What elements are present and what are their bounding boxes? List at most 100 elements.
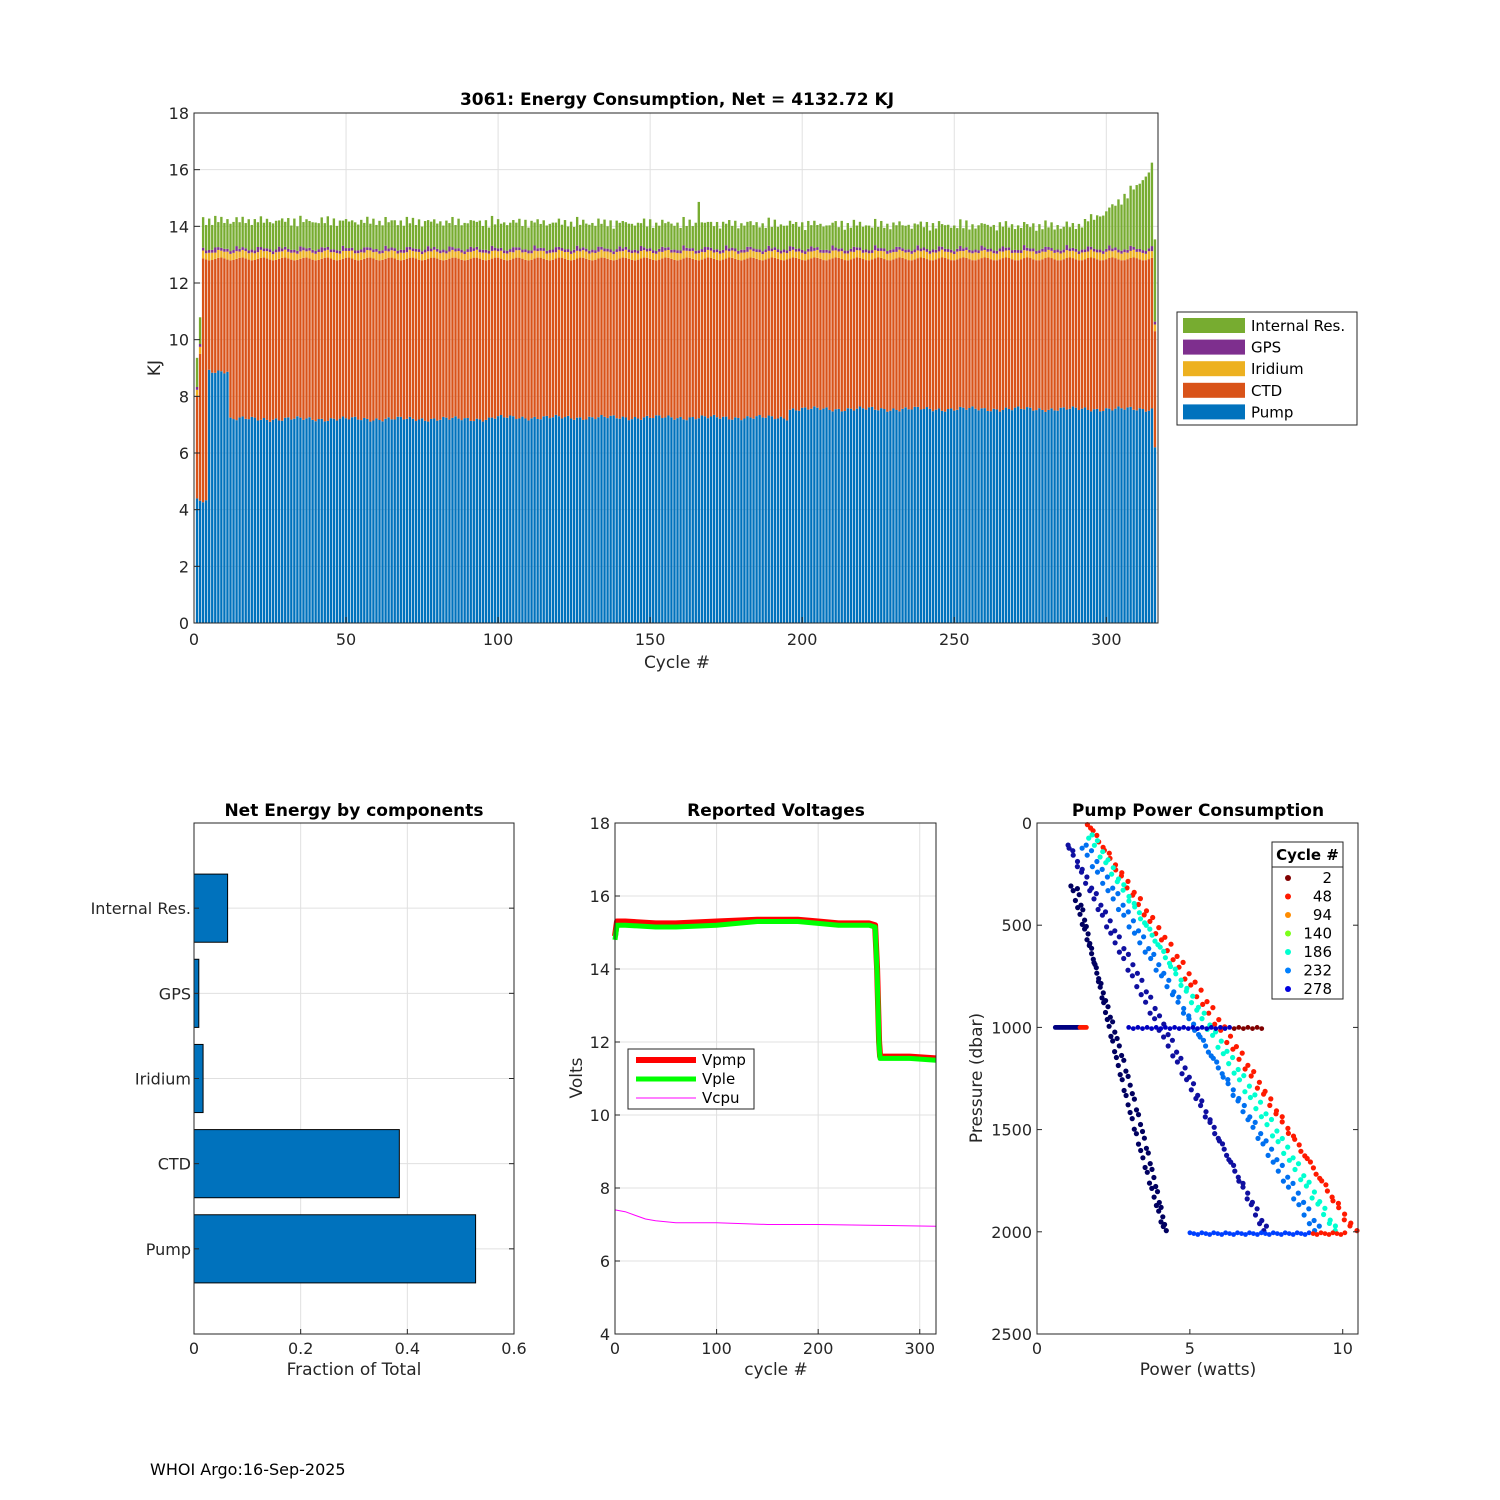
pump-scatter-point [1212,1131,1218,1137]
pump-scatter-point [1223,1230,1228,1236]
components-plot-frame [193,822,515,1335]
energy-bar-internal-res- [655,222,658,251]
energy-bar-ctd [1086,258,1090,410]
pump-scatter-point [1192,979,1198,985]
pump-power-chart: Pump Power Consumption Power (watts) Pre… [967,801,1360,1380]
energy-bar-internal-res- [703,222,707,248]
energy-bar-internal-res- [551,222,555,250]
energy-bar-ctd [1035,260,1038,411]
energy-bar-pump [1153,447,1157,623]
energy-bar-ctd [408,257,412,417]
energy-legend-swatch [1183,318,1245,333]
energy-bar-ctd [661,258,664,419]
energy-bar-pump [490,417,494,623]
pump-scatter-point [1285,1130,1291,1136]
pump-scatter-point [1139,977,1145,983]
energy-bar-ctd [761,260,764,418]
energy-bar-internal-res- [615,220,618,250]
energy-bar-iridium [804,253,807,261]
energy-bar-internal-res- [858,221,862,248]
energy-bar-pump [983,408,986,623]
energy-bar-pump [320,418,323,623]
pump-scatter-point [1147,1161,1153,1167]
energy-bar-ctd [211,260,214,373]
energy-bar-ctd [1099,260,1102,412]
energy-bar-gps [414,248,418,252]
energy-bar-internal-res- [271,223,275,252]
energy-bar-gps [241,247,244,250]
pump-scatter-point [1152,938,1158,944]
energy-bar-iridium [889,252,892,261]
energy-bar-iridium [819,252,822,259]
energy-bar-internal-res- [953,225,956,252]
energy-bar-iridium [758,252,761,261]
pump-scatter-point [1302,1232,1308,1237]
pump-scatter-point [1241,1102,1247,1109]
energy-bar-internal-res- [238,222,241,249]
energy-bar-gps [855,247,859,251]
voltages-x-label: cycle # [744,1360,808,1380]
energy-bar-internal-res- [204,224,208,251]
pump-scatter-point [1084,937,1090,943]
energy-legend-swatch [1183,361,1245,377]
energy-bar-gps [1120,250,1123,254]
energy-bar-iridium [512,252,515,259]
voltages-legend-label: Vpmp [702,1051,746,1069]
energy-bar-ctd [694,259,697,420]
energy-bar-pump [834,409,837,623]
pump-scatter-point [1311,1217,1317,1224]
energy-bar-ctd [943,257,947,412]
pump-scatter-point [1094,869,1101,875]
energy-bar-gps [630,250,634,254]
energy-bar-pump [934,409,938,623]
energy-bar-pump [533,416,536,623]
energy-bar-ctd [195,396,199,499]
energy-bar-internal-res- [1001,226,1005,247]
energy-bar-internal-res- [1114,205,1117,248]
pump-scatter-point [1235,1066,1241,1073]
energy-bar-ctd [369,257,372,422]
energy-bar-gps [454,248,457,252]
energy-bar-iridium [749,249,752,258]
energy-bar-pump [1032,410,1035,623]
energy-bar-iridium [1047,249,1050,258]
energy-y-tick-label: 10 [169,331,189,350]
energy-bar-pump [241,416,244,623]
energy-bar-pump [1007,408,1011,623]
pump-scatter-point [1117,1072,1123,1078]
energy-bar-iridium [764,252,767,260]
energy-bar-pump [673,419,676,623]
energy-bar-gps [493,247,497,251]
energy-bar-gps [615,249,618,252]
pump-legend-marker [1285,912,1291,918]
energy-bar-ctd [691,258,694,417]
energy-bar-iridium [934,252,938,260]
energy-bar-ctd [612,260,615,416]
pump-scatter-point [1263,1111,1269,1117]
energy-bar-iridium [305,251,308,258]
energy-bar-internal-res- [931,223,935,250]
pump-scatter-point [1125,1102,1131,1108]
pump-scatter-point [1292,1166,1298,1173]
energy-bars [193,112,1158,624]
pump-scatter-point [1146,946,1152,952]
energy-bar-ctd [268,259,272,422]
energy-bar-pump [1019,408,1023,623]
energy-bar-gps [402,249,406,253]
pump-scatter-point [1285,1184,1292,1190]
pump-scatter-point [1156,1013,1163,1019]
pump-scatter-point [1246,1083,1252,1089]
energy-bar-internal-res- [995,230,999,251]
energy-x-tick-label: 250 [939,630,970,649]
energy-bar-internal-res- [618,222,621,247]
pump-scatter-point [1094,832,1100,839]
energy-bar-iridium [445,253,448,260]
energy-bar-pump [715,417,719,623]
energy-bar-ctd [980,258,983,409]
pump-scatter-point [1203,1043,1209,1049]
energy-bar-pump [849,408,853,623]
pump-scatter-point [1110,1038,1116,1044]
pump-scatter-point [1119,1077,1125,1083]
energy-bar-ctd [445,259,448,418]
pump-scatter-point [1247,1094,1253,1101]
